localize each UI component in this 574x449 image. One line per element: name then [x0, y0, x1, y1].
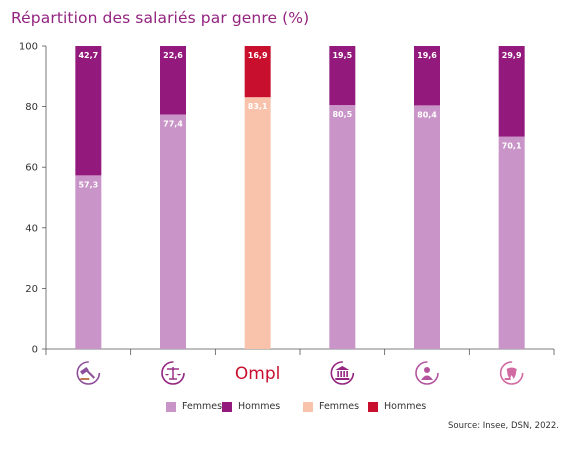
gavel-block — [80, 378, 90, 380]
institution-column — [340, 371, 342, 377]
data-label-femmes: 80,5 — [332, 110, 352, 119]
y-tick-label: 100 — [19, 42, 38, 53]
icon-ring — [76, 361, 101, 385]
institution-icon — [330, 361, 355, 385]
y-tick-label: 60 — [25, 163, 38, 174]
icon-ring — [499, 361, 524, 385]
legend-label-femmes-ompl: Femmes — [319, 401, 360, 412]
scales-pan-left — [165, 374, 169, 376]
bar-femmes — [498, 136, 525, 349]
bar-hommes — [160, 46, 186, 115]
icon-ring — [161, 361, 185, 385]
legend-item-femmes: Femmes — [166, 401, 222, 412]
icon-ring — [415, 361, 439, 385]
data-label-hommes: 29,9 — [502, 51, 522, 60]
institution-base — [335, 378, 350, 380]
bar-hommes — [414, 46, 440, 106]
bar-hommes — [498, 46, 525, 137]
gavel-icon — [76, 361, 101, 385]
data-label-hommes: 22,6 — [163, 51, 183, 60]
y-tick-label: 40 — [25, 223, 38, 234]
scales-pan-right — [177, 374, 181, 376]
person-icon — [415, 361, 439, 385]
tooth-base — [504, 378, 511, 380]
legend-item-femmes-ompl: Femmes — [303, 401, 359, 412]
data-label-hommes: 42,7 — [78, 51, 98, 60]
legend-label-femmes: Femmes — [182, 401, 223, 412]
data-label-femmes: 70,1 — [502, 142, 522, 151]
bar-femmes — [244, 97, 271, 349]
institution-column — [343, 371, 345, 377]
bar-femmes — [160, 114, 186, 349]
person-body — [421, 375, 433, 380]
y-tick-label: 20 — [25, 284, 38, 295]
y-tick-label: 80 — [25, 102, 38, 113]
data-label-hommes: 16,9 — [248, 51, 268, 60]
data-label-femmes: 77,4 — [163, 119, 183, 128]
icon-ring — [330, 361, 355, 385]
bar-hommes — [75, 46, 102, 176]
data-label-femmes: 83,1 — [248, 102, 268, 111]
institution-roof — [335, 366, 350, 370]
data-label-hommes: 19,6 — [417, 51, 437, 60]
legend-swatch-hommes-ompl — [368, 401, 378, 412]
ompl-logo: Ompl — [235, 364, 280, 384]
legend-item-hommes-ompl: Hommes — [368, 401, 426, 412]
y-tick-label: 0 — [32, 345, 38, 356]
gavel-handle — [86, 370, 96, 379]
gavel-head — [79, 366, 89, 375]
bar-femmes — [75, 175, 102, 349]
legend-swatch-femmes-ompl — [303, 401, 313, 412]
bar-femmes — [329, 105, 356, 350]
person-head — [424, 367, 430, 373]
institution-column — [337, 371, 339, 377]
legend-label-hommes: Hommes — [238, 401, 281, 412]
data-label-femmes: 57,3 — [78, 180, 98, 189]
chart-title: Répartition des salariés par genre (%) — [11, 9, 310, 27]
bar-femmes — [414, 105, 440, 349]
legend-item-hommes: Hommes — [222, 401, 280, 412]
bar-hommes — [329, 46, 356, 106]
tooth-shape — [506, 367, 517, 379]
data-label-hommes: 19,5 — [332, 51, 352, 60]
source-note: Source: Insee, DSN, 2022. — [448, 421, 559, 431]
legend-swatch-hommes — [222, 401, 232, 412]
scales-icon — [161, 361, 185, 385]
tooth-icon — [499, 361, 524, 385]
legend-label-hommes-ompl: Hommes — [384, 401, 427, 412]
bar-hommes — [244, 46, 271, 98]
institution-column — [346, 371, 348, 377]
data-label-femmes: 80,4 — [417, 110, 437, 119]
legend-swatch-femmes — [166, 401, 176, 412]
